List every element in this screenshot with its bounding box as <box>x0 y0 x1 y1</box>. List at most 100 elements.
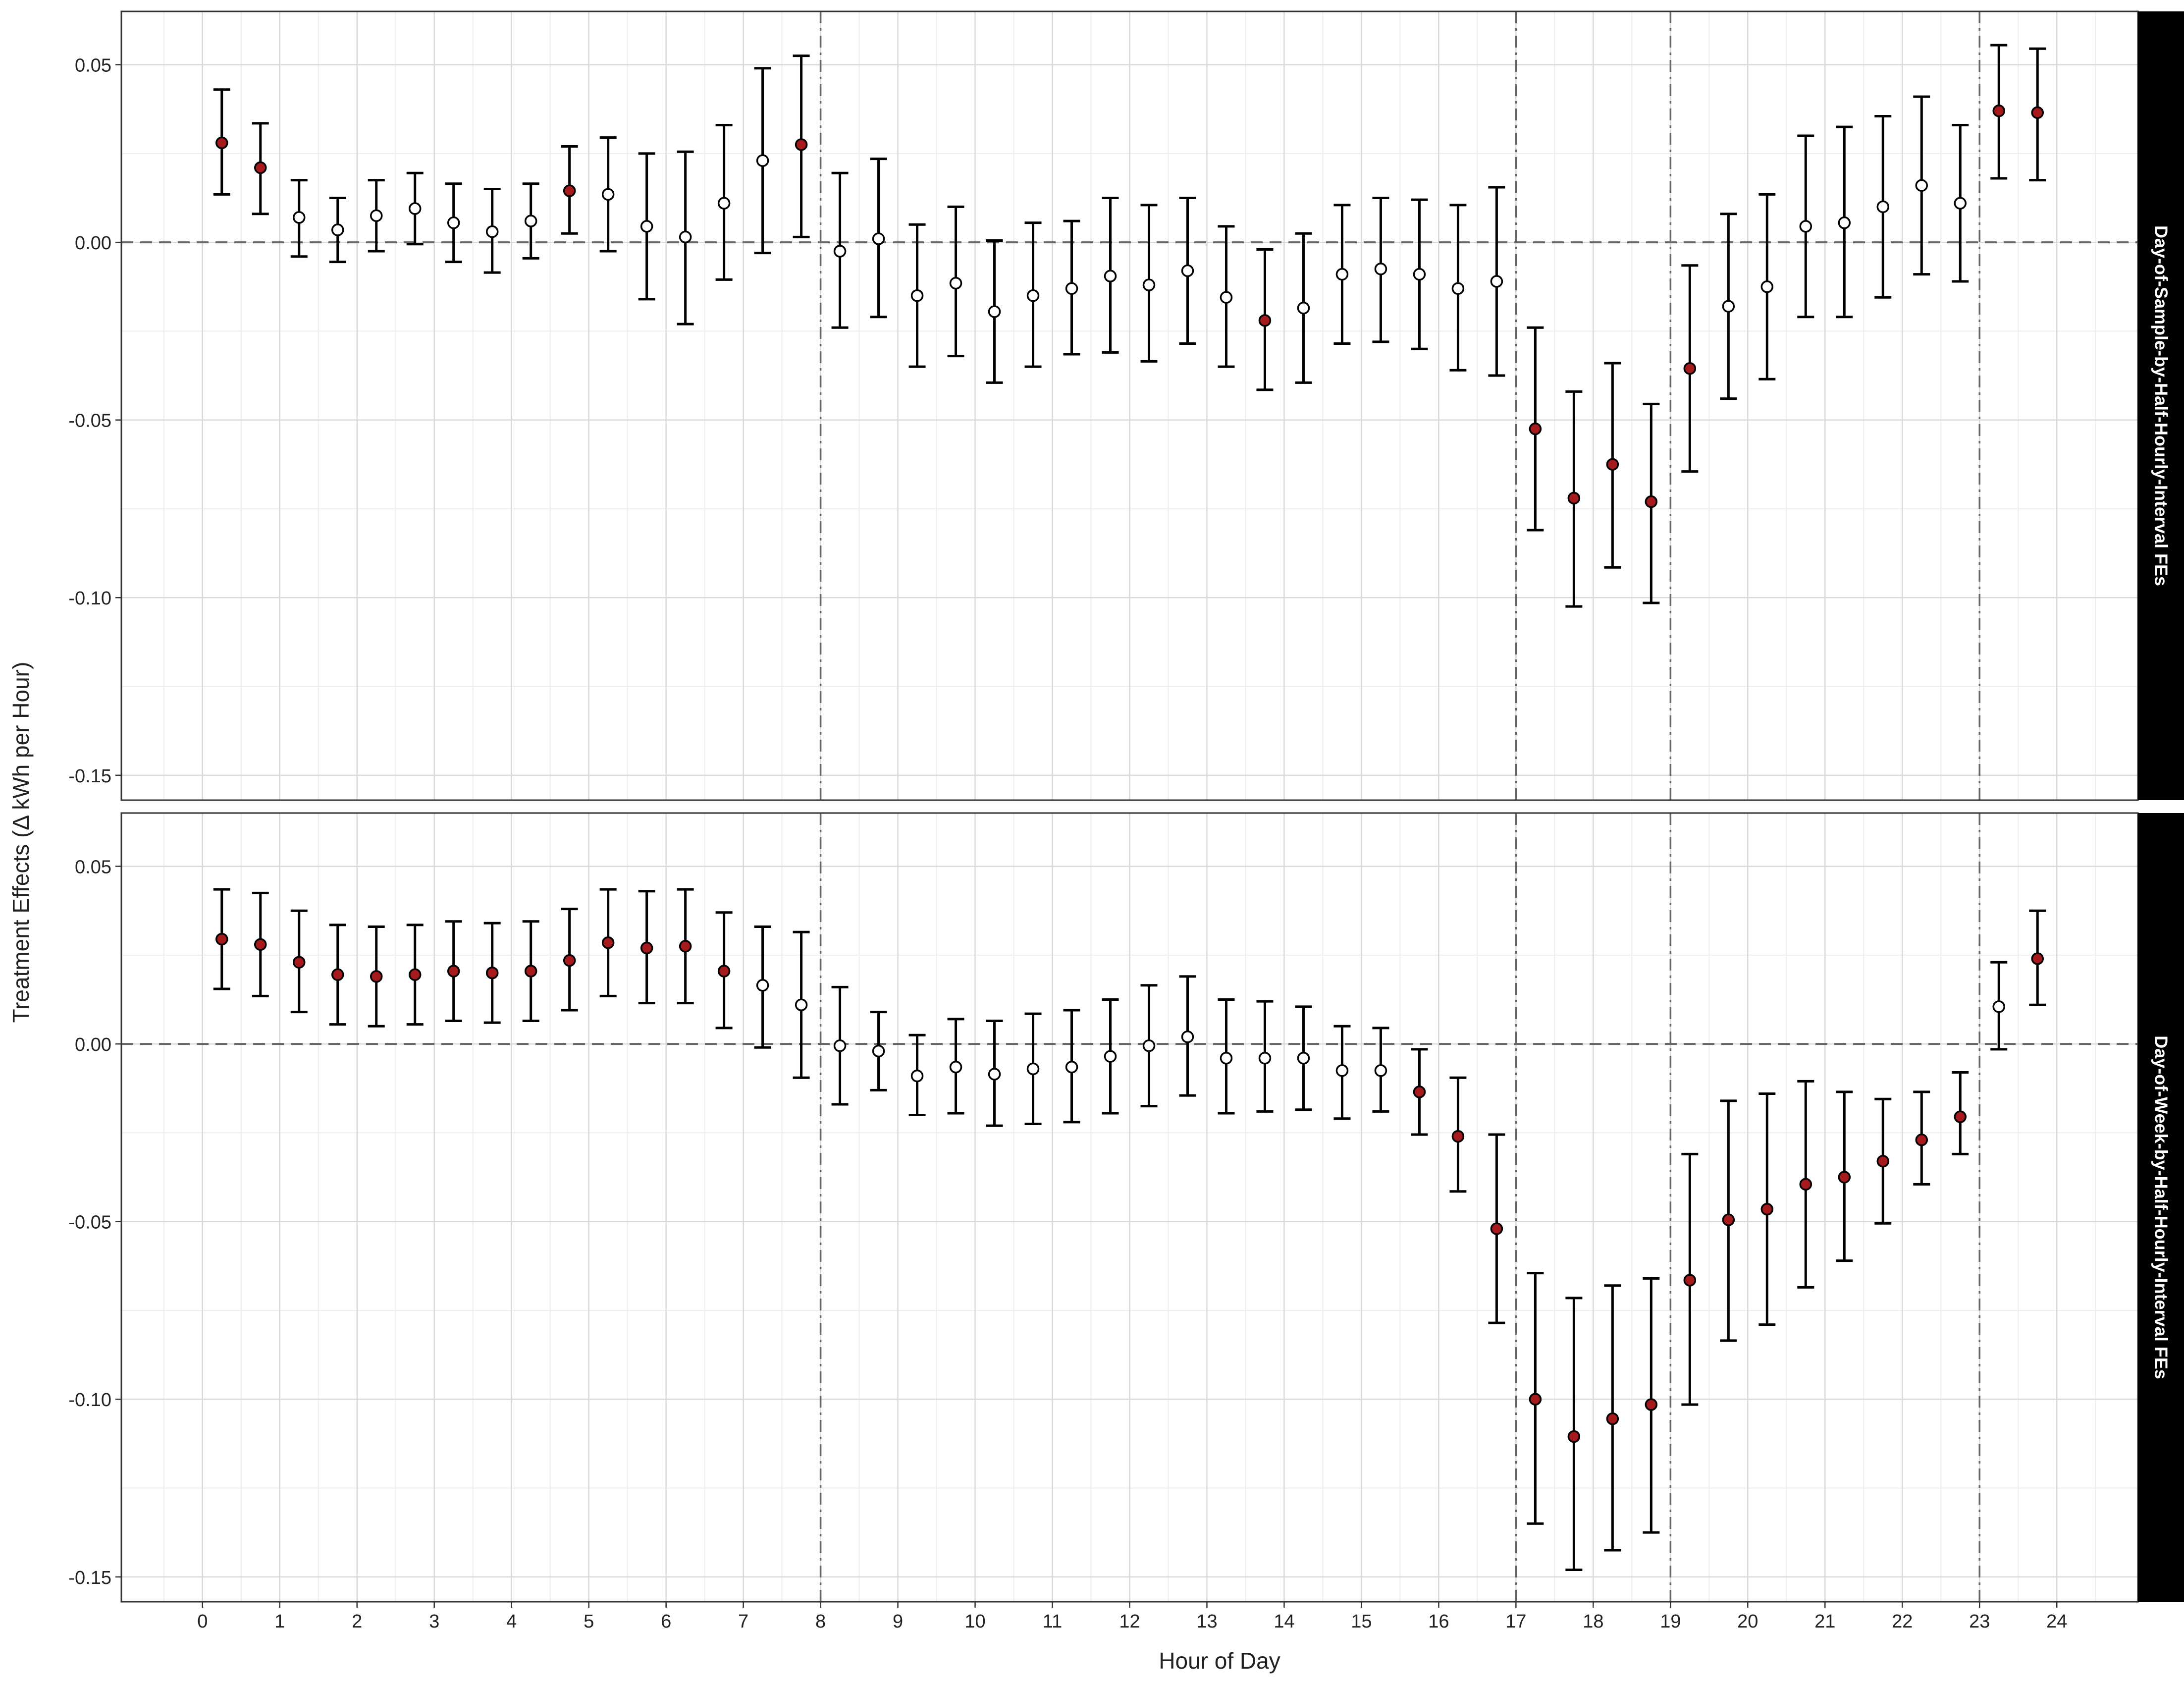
point-insignificant <box>1142 278 1156 291</box>
point-significant <box>1413 1086 1426 1098</box>
point-insignificant <box>717 197 731 210</box>
point-insignificant <box>524 215 537 227</box>
point-significant <box>254 161 267 174</box>
point-significant <box>485 966 499 979</box>
x-tick-label: 7 <box>738 1611 748 1632</box>
chart-panels: 0.05 0.00 -0.05 -0.10 -0.15 Day-of-Sample-by-… <box>68 10 2184 1603</box>
x-tick-label: 2 <box>352 1611 362 1632</box>
point-significant <box>1490 1222 1503 1235</box>
point-significant <box>1683 362 1697 375</box>
x-tick-label: 20 <box>1737 1611 1758 1632</box>
point-insignificant <box>1181 1031 1194 1043</box>
y-tick-label: -0.05 <box>68 1212 111 1233</box>
point-insignificant <box>1799 220 1812 233</box>
point-insignificant <box>988 1068 1001 1081</box>
point-insignificant <box>872 1044 885 1058</box>
x-tick-label: 6 <box>661 1611 671 1632</box>
point-significant <box>1799 1178 1812 1191</box>
point-insignificant <box>640 220 653 233</box>
point-insignificant <box>447 216 460 229</box>
point-insignificant <box>1026 289 1040 302</box>
point-insignificant <box>949 276 962 290</box>
point-significant <box>563 954 576 967</box>
x-tick-label: 9 <box>893 1611 903 1632</box>
point-significant <box>331 968 344 981</box>
x-tick-label: 8 <box>815 1611 826 1632</box>
point-significant <box>1645 495 1658 508</box>
point-significant <box>215 932 228 946</box>
point-significant <box>601 936 615 949</box>
x-axis-label: Hour of Day <box>1159 1648 1280 1674</box>
point-insignificant <box>949 1060 962 1074</box>
point-significant <box>1838 1171 1851 1184</box>
point-insignificant <box>1104 270 1117 283</box>
x-tick-label: 23 <box>1969 1611 1990 1632</box>
point-insignificant <box>988 305 1001 318</box>
point-insignificant <box>1335 1064 1349 1077</box>
x-tick-label: 21 <box>1814 1611 1835 1632</box>
x-tick-label: 4 <box>506 1611 517 1632</box>
point-insignificant <box>1181 264 1194 277</box>
point-significant <box>1760 1202 1774 1216</box>
point-significant <box>563 184 576 197</box>
point-insignificant <box>1374 1064 1387 1077</box>
y-tick-label: 0.05 <box>75 857 111 878</box>
y-tick-label: -0.15 <box>68 1568 111 1588</box>
point-significant <box>1567 1430 1581 1443</box>
x-tick-label: 15 <box>1351 1611 1372 1632</box>
point-insignificant <box>1065 1060 1078 1074</box>
facet-strip <box>2138 11 2184 800</box>
point-insignificant <box>1876 200 1890 214</box>
point-insignificant <box>370 209 383 222</box>
x-tick-label: 19 <box>1660 1611 1681 1632</box>
point-insignificant <box>1374 263 1387 275</box>
y-tick-label: -0.15 <box>68 766 111 787</box>
x-tick-label: 10 <box>964 1611 985 1632</box>
point-insignificant <box>601 188 615 201</box>
point-insignificant <box>1413 268 1426 281</box>
point-significant <box>524 965 537 978</box>
point-significant <box>679 940 692 953</box>
point-significant <box>717 965 731 978</box>
x-tick-label: 0 <box>197 1611 208 1632</box>
point-significant <box>2031 952 2044 965</box>
y-axis-label: Treatment Effects (Δ kWh per Hour) <box>8 662 34 1023</box>
point-significant <box>1529 422 1542 435</box>
point-significant <box>1876 1155 1890 1168</box>
x-tick-label: 3 <box>429 1611 439 1632</box>
point-insignificant <box>910 289 924 302</box>
point-significant <box>370 970 383 983</box>
point-significant <box>1722 1213 1735 1226</box>
point-significant <box>447 965 460 978</box>
point-significant <box>1606 1412 1619 1425</box>
y-tick-label: -0.10 <box>68 1390 111 1411</box>
panel-2: 0.05 0.00 -0.05 -0.10 -0.15 Day-of-Week-by-Ha… <box>68 812 2184 1603</box>
x-axis: 0 1 2 3 4 5 6 7 8 9 10 11 12 13 14 15 16 17 18 19 20 21 22 23 24 <box>197 1602 2067 1632</box>
facet-strip-label: Day-of-Week-by-Half-Hourly-Interval FEs <box>2151 1035 2172 1379</box>
point-insignificant <box>1220 1052 1233 1065</box>
x-tick-label: 12 <box>1119 1611 1140 1632</box>
point-significant <box>1567 491 1581 505</box>
point-insignificant <box>1297 302 1310 315</box>
point-insignificant <box>756 979 769 992</box>
point-significant <box>408 968 422 981</box>
point-insignificant <box>795 998 808 1011</box>
point-insignificant <box>1954 197 1967 210</box>
point-insignificant <box>1760 280 1774 293</box>
point-significant <box>795 138 808 151</box>
point-insignificant <box>1104 1050 1117 1063</box>
x-tick-label: 18 <box>1583 1611 1603 1632</box>
point-significant <box>1451 1130 1465 1143</box>
x-tick-label: 11 <box>1043 1611 1062 1632</box>
point-significant <box>254 938 267 951</box>
facet-strip-label: Day-of-Sample-by-Half-Hourly-Interval FE… <box>2151 225 2172 586</box>
point-significant <box>1954 1110 1967 1123</box>
point-insignificant <box>910 1069 924 1083</box>
x-tick-label: 17 <box>1505 1611 1526 1632</box>
point-significant <box>1992 105 2005 117</box>
point-insignificant <box>1220 291 1233 304</box>
panel-1: 0.05 0.00 -0.05 -0.10 -0.15 Day-of-Sample-by-… <box>68 10 2184 801</box>
point-insignificant <box>1297 1052 1310 1065</box>
x-tick-label: 24 <box>2046 1611 2067 1632</box>
